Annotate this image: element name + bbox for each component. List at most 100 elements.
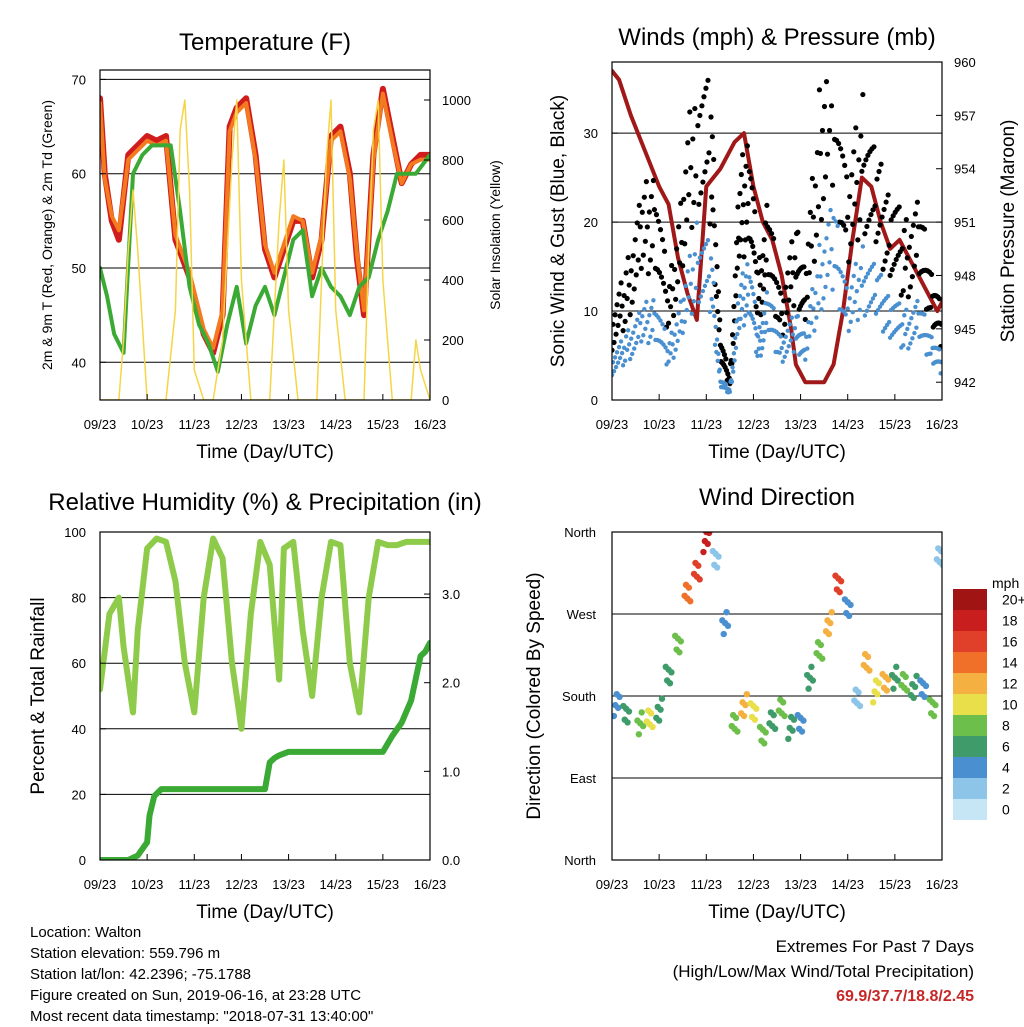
panel4-direction-point [724,622,732,630]
panel2-series-gust-point [811,258,817,264]
panel1-data-group [100,85,430,400]
panel2-series-gust-point [881,206,887,213]
panel2-series-wind-point [852,299,857,305]
panel2-series-gust-point [836,140,842,147]
panel2-series-wind-point [745,262,750,267]
panel2-series-gust-point [711,156,717,163]
panel4-direction-point [762,729,769,736]
panel2-series-wind-point [695,260,701,266]
panel2-series-wind-point [751,291,756,297]
panel2-series-gust-point [875,230,881,236]
panel2-series-wind-point [713,324,718,330]
panel2-series-wind-point [742,285,747,290]
panel2-series-gust-point [638,265,644,272]
panel2-series-gust-point [682,241,688,247]
panel2-series-wind-point [635,317,640,322]
panel3-ytick-right-label: 1.0 [442,764,460,779]
panel2-xtick-label: 10/23 [643,417,676,432]
panel4-xtick-label: 09/23 [596,877,629,892]
panel2-series-wind-point [747,275,752,280]
panel2-series-gust-point [777,317,783,323]
panel2-series-wind-point [690,267,696,272]
panel2-data-group [612,62,942,395]
panel2-series-gust-point [748,176,754,182]
panel2-series-gust-point [855,237,861,243]
panel2-series-wind-point [643,326,648,332]
panel4-ytick-left-label: North [564,525,596,540]
panel2-series-gust-point [873,239,879,245]
panel2-series-gust-point [882,258,888,264]
panel4-direction-point [885,676,892,683]
panel2-series-wind-point [627,356,633,362]
panel2-series-gust-point [893,256,899,263]
panel2-series-gust-point [806,270,812,276]
panel4-direction-point [789,727,796,734]
panel2-series-wind-point [861,279,867,284]
panel2-series-wind-point [870,296,876,301]
panel2-series-wind-point [867,267,873,273]
panel4-direction-point [809,677,817,684]
panel2-series-wind-point [878,272,884,278]
panel2-series-wind-point [762,329,768,335]
panel2-series-wind-point [738,316,743,321]
panel1-plot-frame [99,69,431,401]
panel2-series-gust-point [612,347,615,353]
panel2-series-wind-point [759,329,764,335]
panel3-ytick-left-label: 40 [72,722,86,737]
panel2-series-gust-point [647,257,653,263]
panel2-series-wind-point [846,328,851,334]
panel4-ylabel-left: Direction (Colored By Speed) [524,572,545,819]
panel4-direction-point [753,705,760,712]
panel2-series-wind-point [697,255,703,260]
panel2-series-wind-point [691,299,697,304]
extremes-subtitle: (High/Low/Max Wind/Total Precipitation) [672,962,974,981]
panel1-series-2m-t [100,85,430,356]
panel4-direction-point [864,653,872,661]
panel2-series-wind-point [835,223,840,229]
panel4-direction-point [921,693,928,701]
panel2-series-wind-point [638,320,643,326]
colorbar-swatch [953,757,987,778]
panel2-series-wind-point [662,326,667,331]
panel4-direction-point [705,532,713,537]
panel4-direction-point [624,719,631,726]
panel2-series-gust-point [758,268,765,274]
panel2-series-wind-point [753,349,759,355]
panel2-series-wind-point [689,311,695,316]
panel2-series-gust-point [776,284,782,290]
panel2-series-gust-point [908,233,914,240]
panel2-series-gust-point [823,79,830,85]
panel2-series-gust-point [840,153,846,159]
panel4-direction-point [856,702,864,710]
panel2-series-wind-point [646,340,651,346]
panel2-series-gust-point [633,272,639,278]
panel2-series-gust-point [850,221,856,228]
panel4-direction-point [827,619,834,627]
panel2-series-gust-point [812,183,818,189]
panel4-direction-point [761,740,768,747]
panel2-series-gust-point [874,176,880,182]
panel4-direction-point [657,706,664,713]
panel2-series-wind-point [650,327,655,333]
panel2-series-wind-point [784,349,789,354]
panel2-series-gust-point [883,199,889,205]
panel4-direction-point [836,588,843,596]
panel2-series-wind-point [614,350,620,355]
panel4-direction-point [817,641,825,649]
panel3-ytick-right-label: 2.0 [442,676,460,691]
extremes-box: Extremes For Past 7 Days (High/Low/Max W… [673,934,974,1009]
panel2-series-gust-point [879,214,885,220]
panel4-direction-point [723,608,730,616]
panel2-series-gust-point [692,105,698,112]
panel4-direction-point [875,680,883,687]
panel2-series-gust-point [685,140,691,146]
panel2-series-wind-point [864,308,870,314]
panel2-series-gust-point [670,286,676,292]
panel2-series-wind-point [685,269,690,274]
panel2-series-wind-point [901,343,906,348]
panel4-direction-point [785,735,792,743]
panel2-series-gust-point [623,270,629,276]
panel2-series-gust-point [721,352,728,358]
panel2-series-gust-point [841,222,847,228]
panel2-series-wind-point [777,350,782,355]
